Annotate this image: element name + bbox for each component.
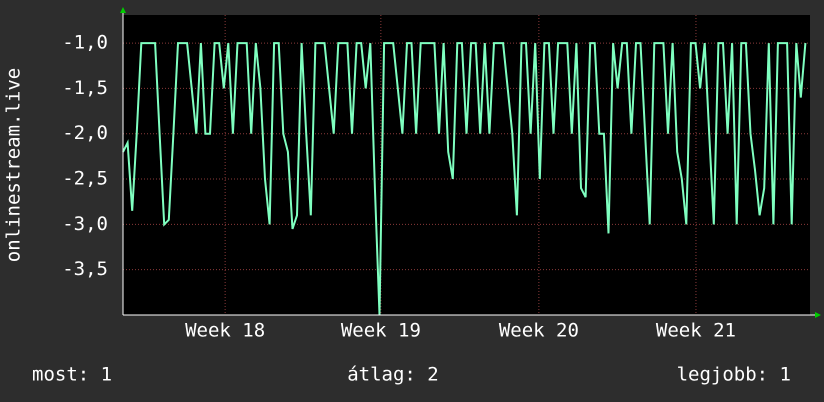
y-tick-label: -2,0: [62, 122, 108, 144]
series-line: [122, 42, 807, 316]
footer-stat: legjobb: 1: [677, 364, 791, 386]
x-axis-arrow: [815, 312, 821, 318]
footer-stat: most: 1: [32, 364, 112, 386]
x-tick-label: Week 20: [499, 320, 579, 342]
y-tick-label: -3,0: [62, 213, 108, 235]
y-tick-label: -1,5: [62, 77, 108, 99]
y-axis-label: onlinestream.live: [3, 68, 25, 262]
x-tick-label: Week 18: [185, 320, 265, 342]
y-axis-arrow: [120, 7, 126, 13]
y-tick-label: -3,5: [62, 258, 108, 280]
x-tick-label: Week 21: [656, 320, 736, 342]
y-tick-label: -2,5: [62, 168, 108, 190]
x-tick-label: Week 19: [341, 320, 421, 342]
footer-stat: átlag: 2: [347, 364, 439, 386]
y-tick-label: -1,0: [62, 32, 108, 54]
